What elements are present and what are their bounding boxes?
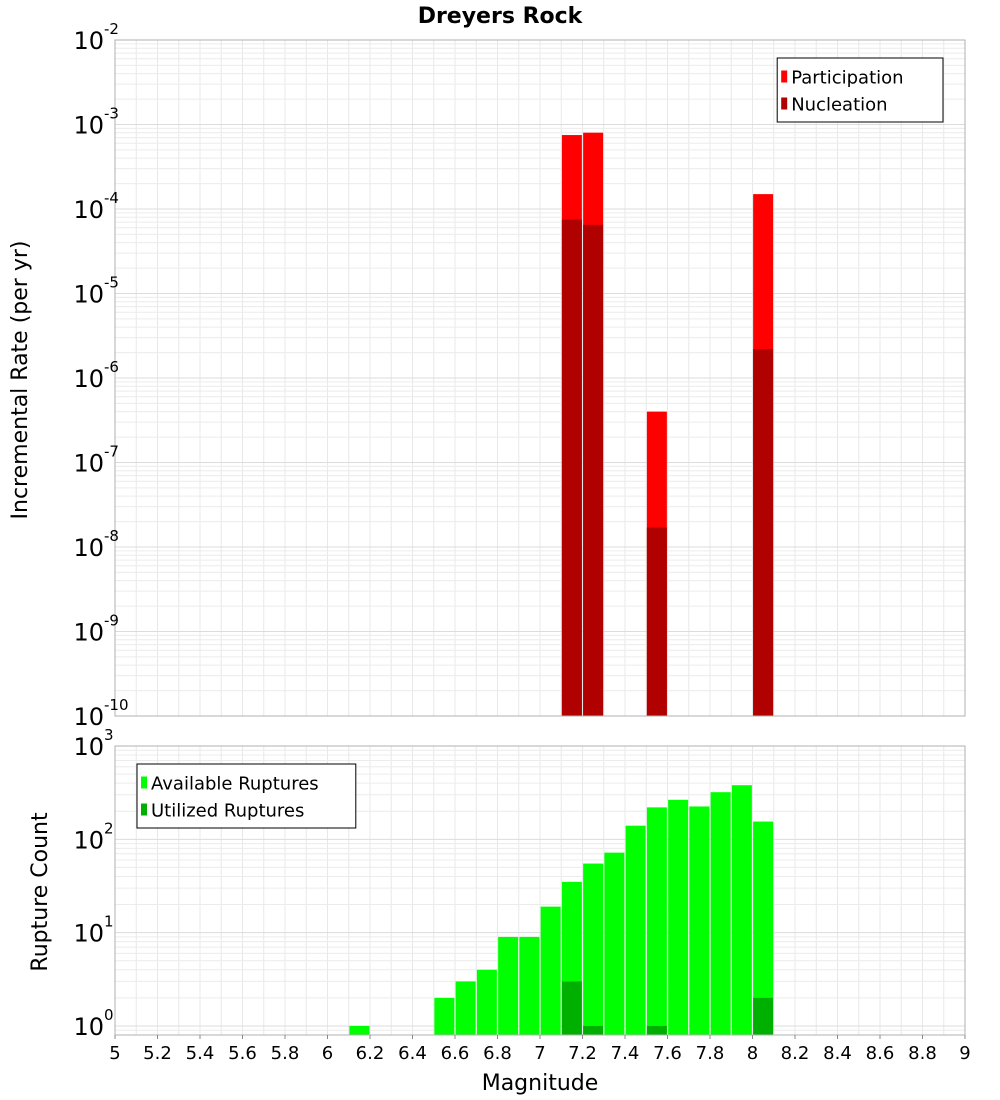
x-tick-label: 8.2 (781, 1043, 810, 1064)
x-ticks: 5 5.2 5.4 5.6 5.8 6 6.2 6.4 6.6 6.8 7 7.2 7.4 7.6 7.8 8… (109, 1035, 971, 1064)
bottom-bar (625, 825, 646, 1035)
bottom-legend-swatch (141, 776, 147, 789)
bottom-bar (519, 936, 540, 1035)
top-y-tick-label: 10 (73, 112, 104, 140)
top-y-tick-exponent: -2 (104, 20, 119, 38)
bottom-bar (689, 806, 710, 1035)
bottom-y-tick-exponent: 3 (104, 726, 114, 744)
bottom-bar (604, 852, 625, 1035)
bottom-bar (646, 1025, 667, 1035)
bottom-bar (583, 1025, 604, 1035)
top-y-tick-exponent: -4 (104, 189, 119, 207)
bottom-bar (583, 863, 604, 1035)
bottom-series-utilized-ruptures (561, 981, 774, 1035)
top-bar (753, 349, 774, 716)
bottom-bar (349, 1025, 370, 1035)
top-y-tick-exponent: -8 (104, 527, 119, 545)
bottom-y-tick-label: 10 (73, 1013, 104, 1041)
x-tick-label: 7.6 (653, 1043, 682, 1064)
x-tick-label: 6.4 (398, 1043, 427, 1064)
bottom-legend: Available Ruptures Utilized Ruptures (136, 763, 357, 829)
bottom-bar (476, 969, 497, 1035)
chart-title: Dreyers Rock (418, 4, 584, 29)
bottom-bar (498, 936, 519, 1035)
bottom-y-tick-label: 10 (73, 826, 104, 854)
bottom-legend-label: Utilized Ruptures (151, 801, 304, 822)
top-series-nucleation (561, 219, 774, 717)
x-tick-label: 7.2 (568, 1043, 597, 1064)
x-tick-label: 9 (959, 1043, 970, 1064)
x-tick-label: 7 (534, 1043, 545, 1064)
top-plot-frame (114, 39, 966, 717)
top-y-axis-label: Incremental Rate (per yr) (8, 241, 33, 520)
bottom-bar (646, 807, 667, 1035)
x-tick-label: 5.4 (186, 1043, 215, 1064)
x-tick-label: 8 (747, 1043, 758, 1064)
bottom-y-tick-label: 10 (73, 733, 104, 761)
bottom-bar (540, 906, 561, 1035)
top-y-tick-exponent: -3 (104, 105, 119, 123)
top-legend-box (776, 57, 944, 123)
bottom-bar (710, 792, 731, 1035)
x-tick-label: 5 (109, 1043, 120, 1064)
top-bar (561, 219, 582, 717)
top-y-tick-label: 10 (73, 534, 104, 562)
top-y-tick-exponent: -9 (104, 612, 119, 630)
bottom-bar (753, 997, 774, 1035)
top-y-tick-exponent: -5 (104, 274, 119, 292)
bottom-bar (561, 981, 582, 1035)
top-y-tick-label: 10 (73, 703, 104, 731)
bottom-legend-label: Available Ruptures (151, 774, 319, 795)
bottom-bar (668, 799, 689, 1035)
x-tick-label: 5.8 (271, 1043, 300, 1064)
top-legend-swatch (781, 97, 788, 110)
top-y-tick-label: 10 (73, 365, 104, 393)
bottom-bar (434, 997, 455, 1035)
top-y-tick-exponent: -10 (104, 696, 129, 714)
x-axis-label: Magnitude (482, 1071, 599, 1096)
bottom-bar (731, 785, 752, 1035)
top-y-tick-exponent: -6 (104, 358, 119, 376)
bottom-y-tick-exponent: 0 (104, 1006, 114, 1024)
top-y-tick-label: 10 (73, 196, 104, 224)
bottom-bar (753, 821, 774, 1035)
top-bar (583, 224, 604, 716)
top-y-tick-label: 10 (73, 450, 104, 478)
x-tick-label: 7.8 (696, 1043, 725, 1064)
bottom-y-tick-exponent: 2 (104, 819, 114, 837)
top-grid (114, 39, 966, 717)
top-y-tick-label: 10 (73, 27, 104, 55)
top-legend: Participation Nucleation (776, 57, 944, 123)
top-y-tick-label: 10 (73, 619, 104, 647)
x-tick-label: 5.6 (228, 1043, 257, 1064)
x-tick-label: 7.4 (611, 1043, 640, 1064)
x-tick-label: 6.8 (483, 1043, 512, 1064)
bottom-legend-box (136, 763, 357, 829)
top-legend-label: Participation (791, 68, 903, 89)
x-tick-label: 8.8 (908, 1043, 937, 1064)
top-bar (646, 527, 667, 716)
bottom-y-axis-label: Rupture Count (28, 812, 53, 972)
bottom-panel: 10 010 110 210 35 5.2 5.4 5.6 5.8 6 6.2 6.4 6.6 6.8 7 7… (73, 726, 970, 1064)
bottom-bar (455, 981, 476, 1035)
x-tick-label: 8.4 (823, 1043, 852, 1064)
x-tick-label: 8.6 (866, 1043, 895, 1064)
x-tick-label: 6.6 (441, 1043, 470, 1064)
top-y-tick-exponent: -7 (104, 443, 119, 461)
bottom-legend-swatch (141, 803, 147, 816)
bottom-series-available-ruptures (349, 785, 774, 1035)
top-legend-label: Nucleation (791, 95, 887, 116)
top-y-tick-label: 10 (73, 281, 104, 309)
bottom-y-tick-exponent: 1 (104, 913, 114, 931)
bottom-y-tick-label: 10 (73, 920, 104, 948)
x-tick-label: 6 (322, 1043, 333, 1064)
x-tick-label: 5.2 (143, 1043, 172, 1064)
top-legend-swatch (781, 70, 788, 83)
x-tick-label: 6.2 (356, 1043, 385, 1064)
